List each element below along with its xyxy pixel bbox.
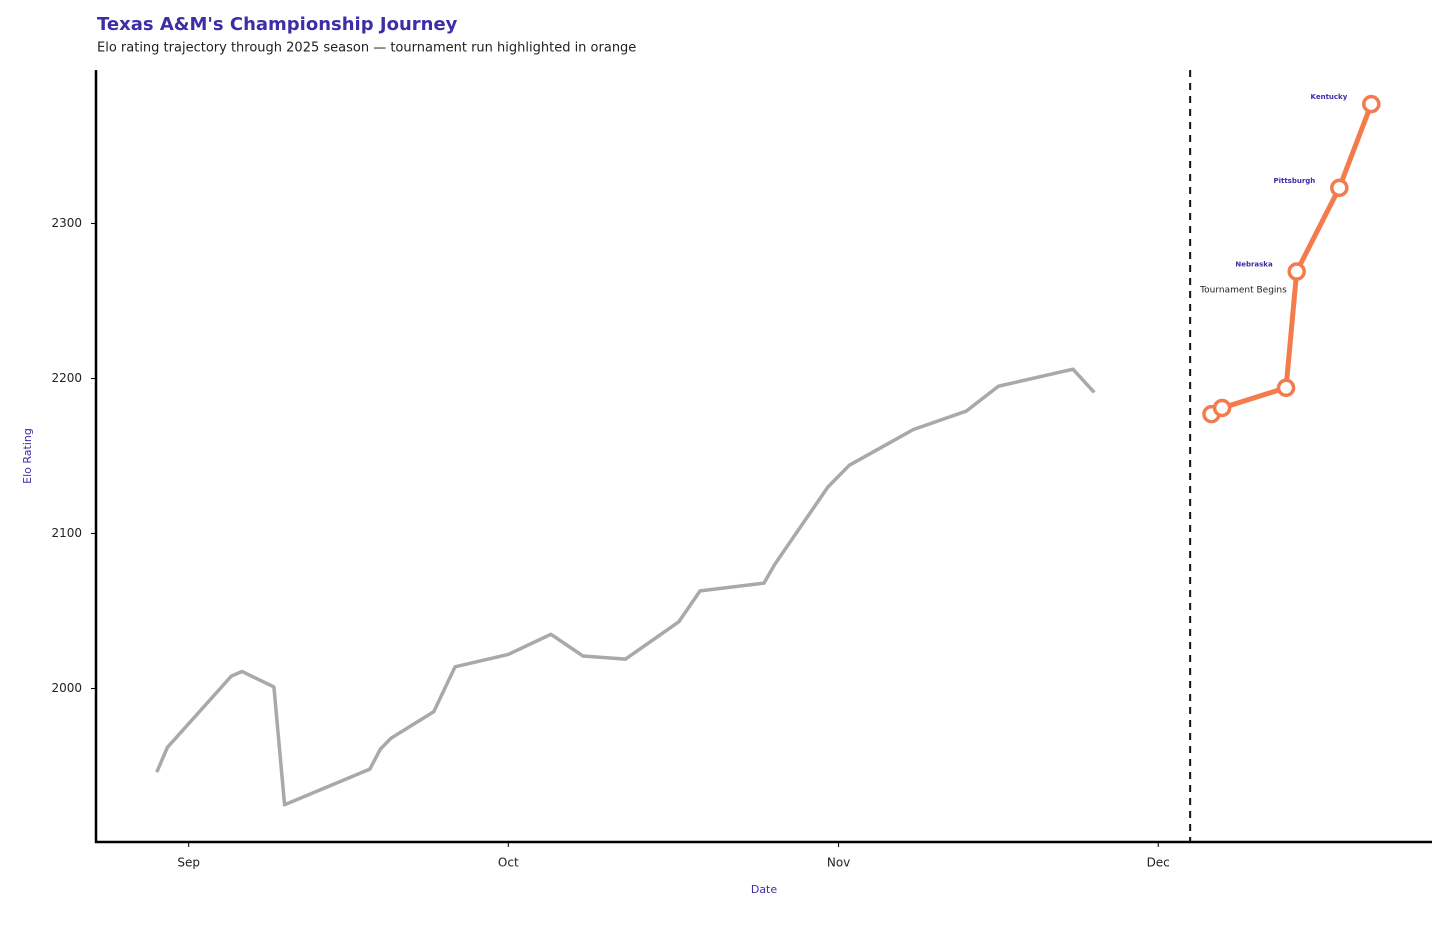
point-marker: [1276, 378, 1296, 398]
point-label: Pittsburgh: [1273, 177, 1315, 185]
y-tick-label: 2300: [51, 216, 82, 230]
x-tick-label: Oct: [498, 856, 519, 870]
x-tick-label: Nov: [827, 856, 850, 870]
x-tick-label: Dec: [1147, 856, 1170, 870]
x-axis-label: Date: [751, 883, 778, 896]
series-line: [155, 367, 1096, 807]
point-marker: [1362, 94, 1381, 114]
series-line: [1210, 103, 1374, 417]
y-tick-label: 2200: [51, 371, 82, 385]
point-marker: [1287, 262, 1306, 281]
y-axis-label: Elo Rating: [21, 428, 34, 484]
y-tick-label: 2000: [51, 681, 82, 695]
chart-title: Texas A&M's Championship Journey: [97, 14, 458, 35]
point-label: Kentucky: [1311, 93, 1348, 101]
chart-subtitle: Elo rating trajectory through 2025 seaso…: [97, 41, 636, 56]
point-marker: [1330, 178, 1349, 198]
y-tick-label: 2100: [51, 526, 82, 540]
point-marker: [1212, 398, 1232, 418]
x-tick-label: Sep: [177, 856, 200, 870]
tournament-label: Tournament Begins: [1199, 286, 1287, 296]
point-label: Nebraska: [1235, 261, 1273, 269]
